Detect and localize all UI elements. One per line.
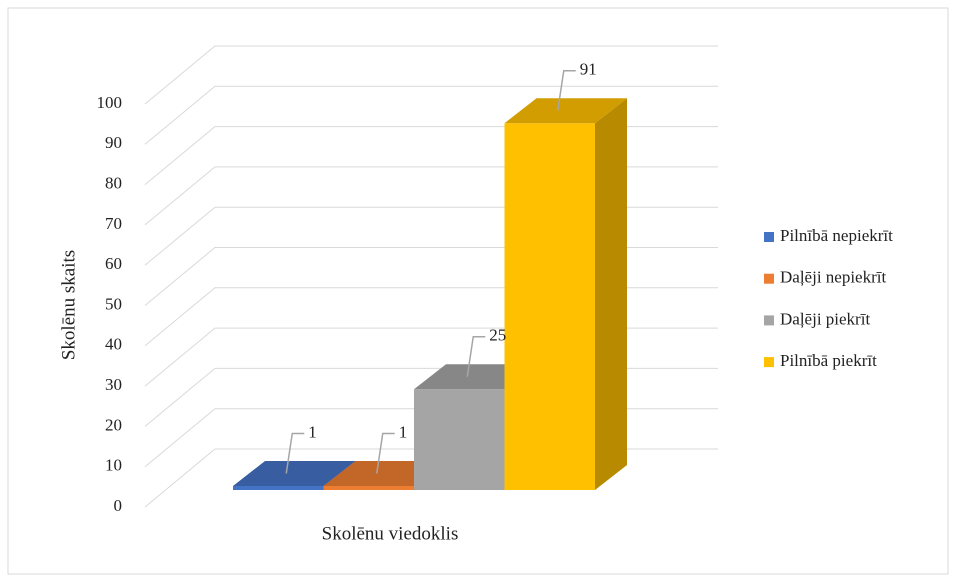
bar-top — [233, 460, 356, 486]
bar-front — [233, 485, 324, 490]
legend-label: Pilnībā piekrīt — [780, 351, 877, 370]
grid-line — [144, 45, 718, 105]
data-label: 1 — [308, 422, 317, 441]
legend-swatch — [764, 315, 774, 326]
grid-line — [144, 85, 718, 145]
y-tick-label: 80 — [105, 174, 122, 193]
leader-line — [466, 336, 486, 377]
legend-swatch — [764, 232, 774, 242]
y-tick-label: 20 — [105, 415, 122, 434]
y-tick-label: 60 — [105, 254, 122, 273]
y-tick-label: 0 — [114, 496, 123, 515]
bar-side — [595, 98, 627, 491]
x-tick-label: Skolēnu viedoklis — [322, 523, 459, 544]
bar-front — [323, 485, 414, 490]
bar-front — [504, 123, 595, 491]
y-tick-label: 90 — [105, 133, 122, 152]
y-tick-label: 40 — [105, 335, 122, 354]
legend-label: Daļēji piekrīt — [780, 309, 870, 328]
leader-line — [557, 70, 576, 111]
data-label: 25 — [489, 326, 506, 345]
bar-top — [504, 98, 627, 124]
leader-line — [285, 432, 305, 474]
bar — [504, 98, 627, 491]
data-label: 91 — [580, 60, 597, 79]
y-tick-label: 70 — [105, 214, 122, 233]
data-label: 1 — [399, 422, 408, 441]
bars — [233, 98, 627, 491]
legend-label: Daļēji nepiekrīt — [780, 268, 886, 287]
legend-swatch — [764, 273, 774, 284]
legend-swatch — [764, 357, 774, 368]
y-tick-label: 10 — [105, 456, 122, 475]
y-tick-label: 100 — [97, 93, 123, 112]
legend-label: Pilnībā nepiekrīt — [780, 226, 893, 245]
leader-line — [376, 432, 395, 474]
bar-front — [414, 389, 505, 490]
y-axis-title: Skolēnu skaits — [58, 250, 79, 360]
y-tick-label: 30 — [105, 375, 122, 394]
y-tick-label: 50 — [105, 294, 122, 313]
